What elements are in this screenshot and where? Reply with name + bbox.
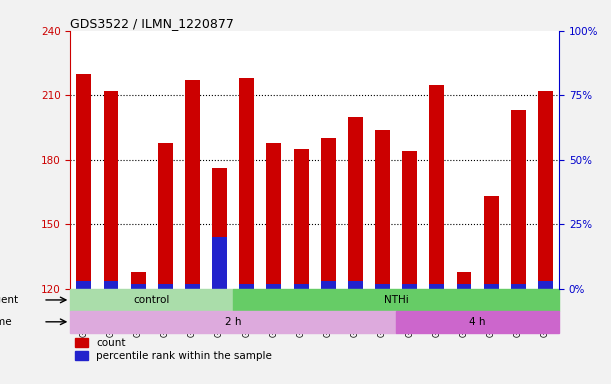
Bar [158, 284, 173, 289]
Bar [511, 284, 526, 289]
Bar [76, 281, 91, 289]
Bar [185, 80, 200, 289]
Bar [294, 284, 309, 289]
Bar [266, 284, 282, 289]
Bar [266, 142, 282, 289]
Text: 2 h: 2 h [225, 317, 241, 327]
Bar [402, 284, 417, 289]
Bar [456, 272, 472, 289]
Bar [240, 284, 254, 289]
Bar [103, 281, 119, 289]
Legend: count, percentile rank within the sample: count, percentile rank within the sample [76, 338, 272, 361]
Bar [103, 91, 119, 289]
Bar [131, 284, 145, 289]
Text: time: time [0, 317, 12, 327]
Text: GDS3522 / ILMN_1220877: GDS3522 / ILMN_1220877 [70, 17, 234, 30]
Bar [212, 237, 227, 289]
Bar [456, 284, 472, 289]
Bar [484, 284, 499, 289]
Bar [430, 84, 444, 289]
Bar [212, 169, 227, 289]
Bar [538, 91, 553, 289]
Bar [511, 110, 526, 289]
Bar [158, 142, 173, 289]
Bar [76, 74, 91, 289]
Bar [396, 311, 559, 333]
Bar [538, 281, 553, 289]
Bar [185, 284, 200, 289]
Bar [375, 284, 390, 289]
Bar [348, 281, 363, 289]
Bar [233, 289, 559, 311]
Bar [375, 130, 390, 289]
Bar [70, 289, 233, 311]
Bar [70, 311, 396, 333]
Bar [321, 138, 335, 289]
Text: agent: agent [0, 295, 19, 305]
Bar [294, 149, 309, 289]
Bar [402, 151, 417, 289]
Bar [484, 197, 499, 289]
Bar [240, 78, 254, 289]
Bar [430, 284, 444, 289]
Text: control: control [134, 295, 170, 305]
Bar [131, 272, 145, 289]
Text: 4 h: 4 h [469, 317, 486, 327]
Bar [321, 281, 335, 289]
Bar [348, 117, 363, 289]
Text: NTHi: NTHi [384, 295, 409, 305]
